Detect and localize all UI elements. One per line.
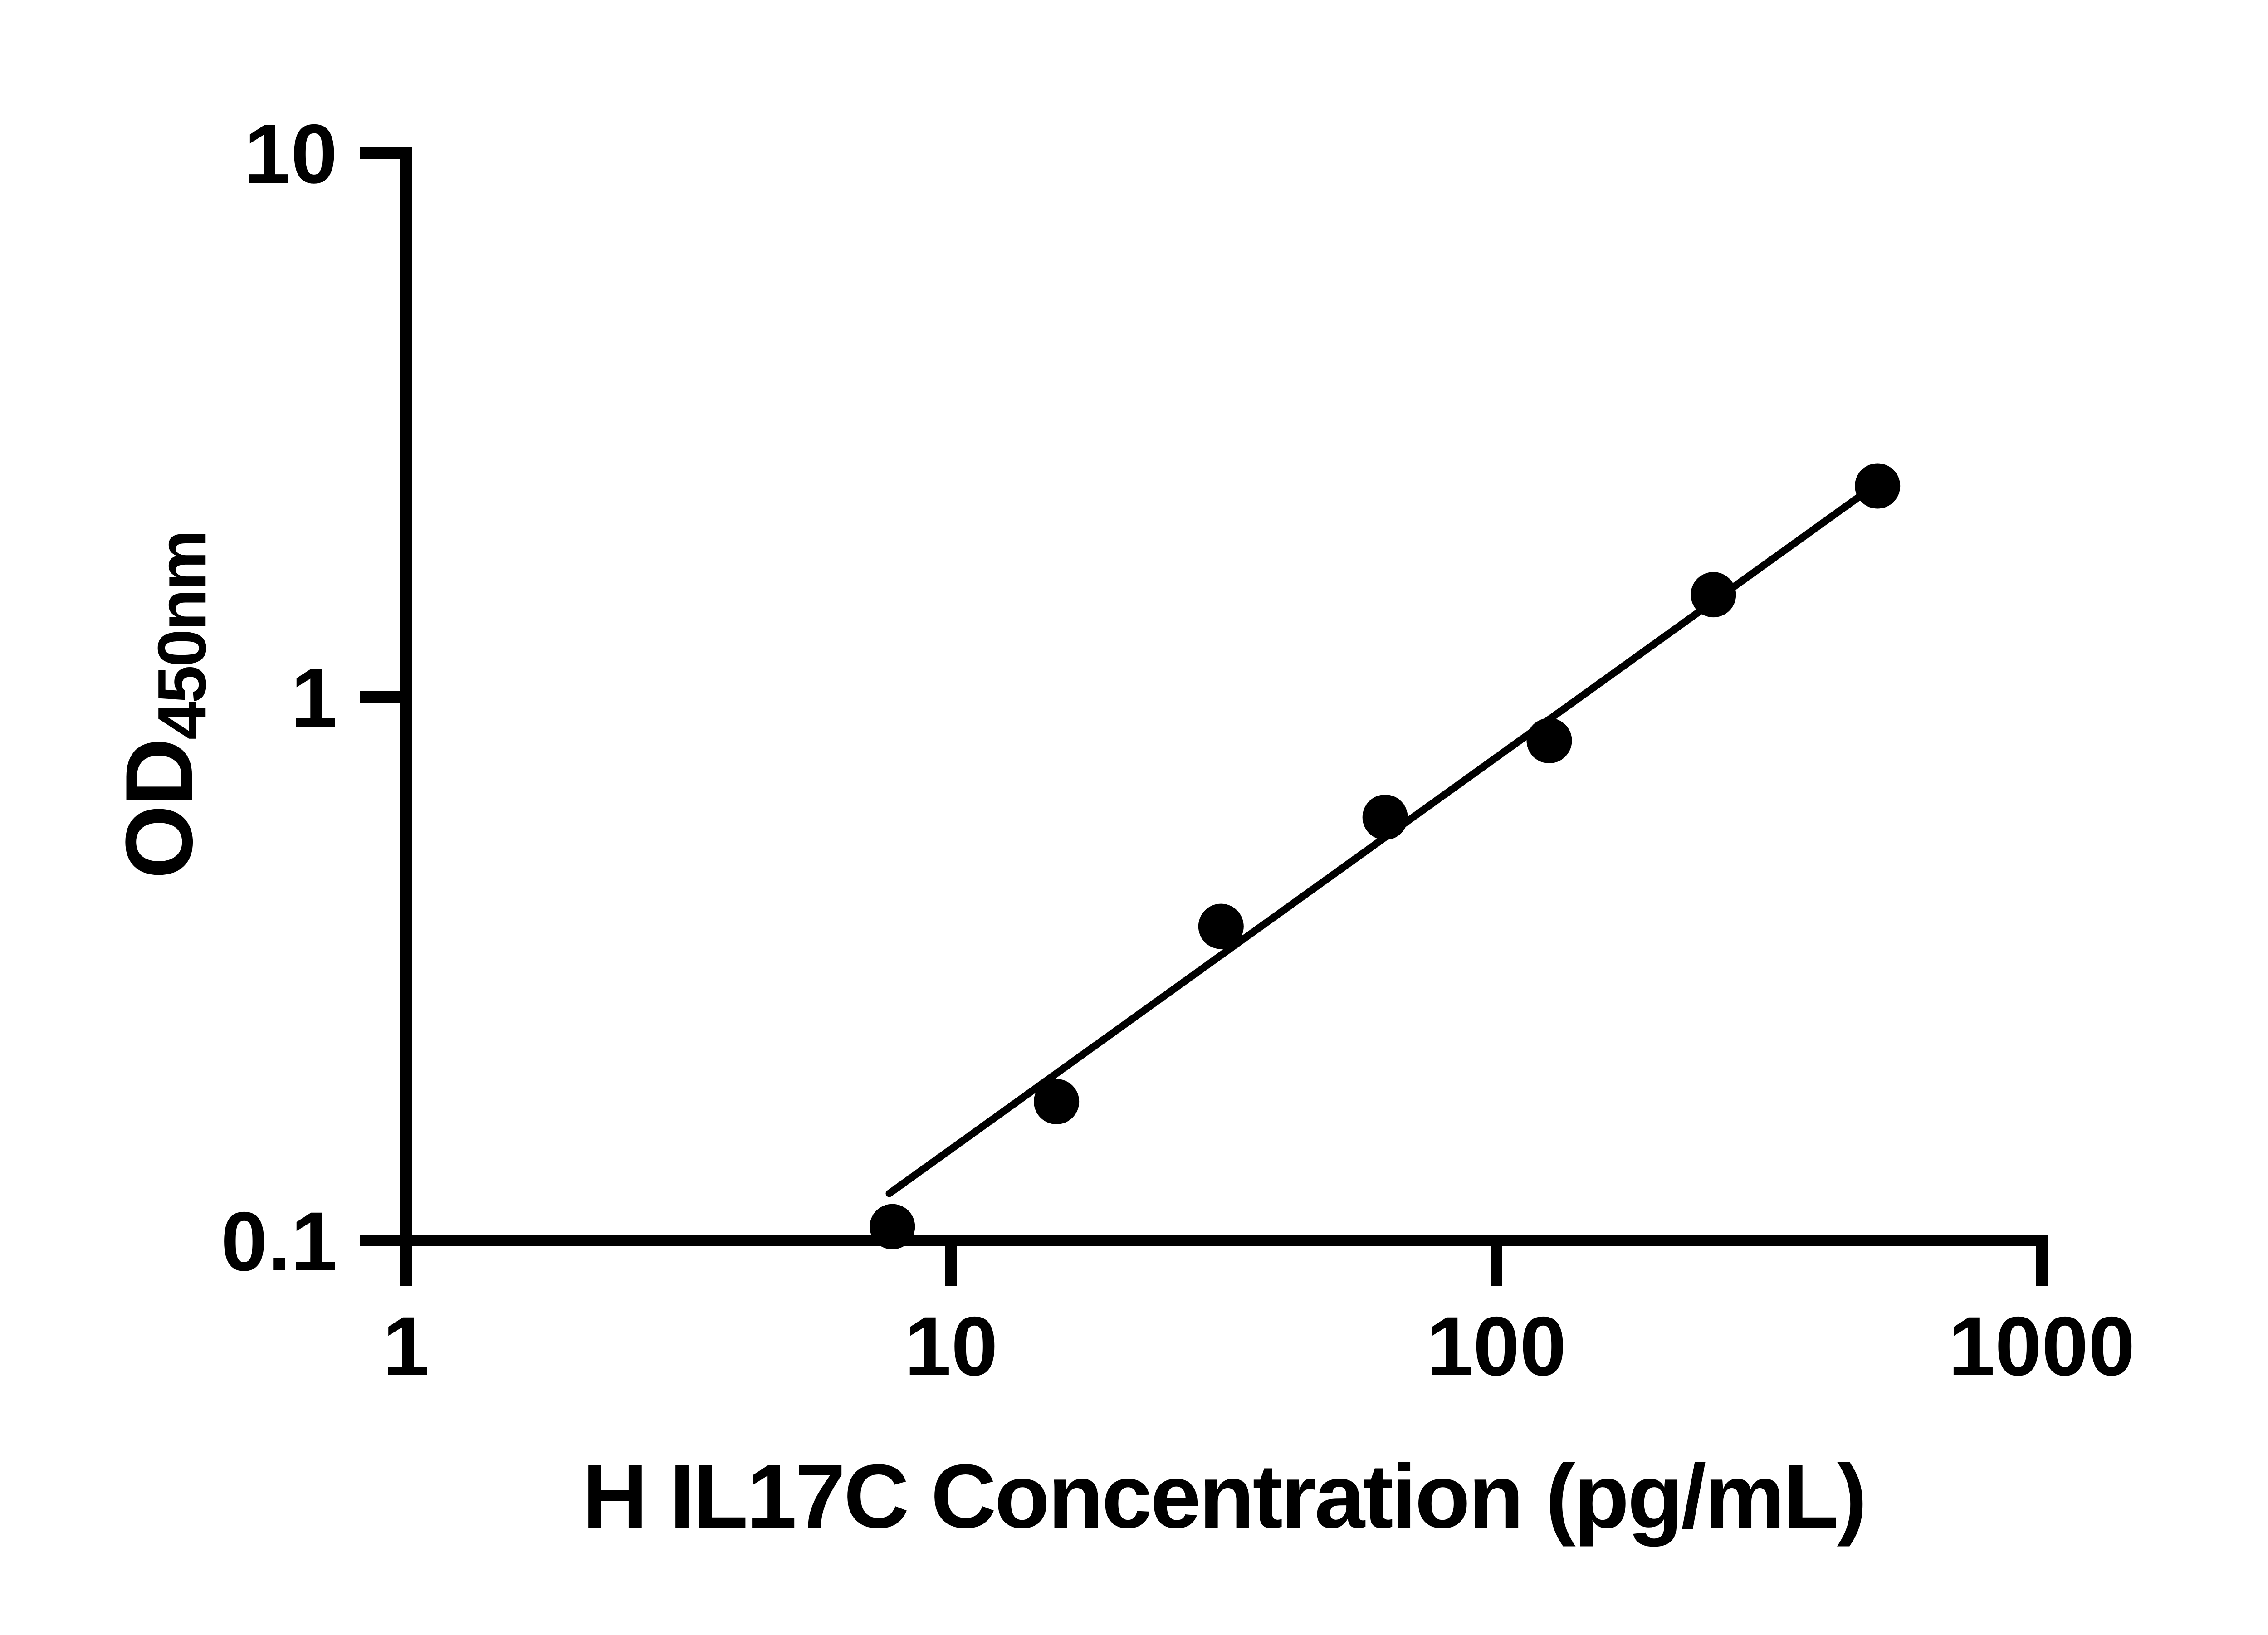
- x-tick-label: 1: [383, 1300, 430, 1393]
- y-axis-title-subscript: 450nm: [144, 531, 221, 740]
- y-tick-label: 10: [244, 107, 337, 201]
- x-axis-line: [360, 1235, 2048, 1246]
- axes: [360, 147, 2048, 1286]
- x-tick-label: 100: [1427, 1300, 1567, 1393]
- y-tick-label: 1: [291, 651, 337, 745]
- y-tick-label: 0.1: [221, 1195, 337, 1288]
- tick-labels: 10 1 0.1 1 10 100 1000: [221, 107, 2135, 1393]
- x-tick: [945, 1246, 957, 1286]
- y-axis-title-main: OD: [106, 740, 212, 879]
- y-axis-line: [400, 147, 412, 1286]
- data-point: [1855, 463, 1901, 509]
- x-axis-title: H IL17C Concentration (pg/mL): [582, 1446, 1867, 1547]
- data-points-group: [870, 463, 1901, 1249]
- x-tick-label: 1000: [1948, 1300, 2135, 1393]
- data-point: [1526, 718, 1572, 764]
- tick-marks: [360, 147, 2048, 1286]
- data-point: [1362, 794, 1408, 840]
- y-axis-title: OD450nm: [98, 252, 220, 1159]
- data-point: [870, 1204, 915, 1249]
- data-point: [1691, 572, 1736, 618]
- y-tick: [360, 691, 400, 703]
- x-tick: [1491, 1246, 1502, 1286]
- data-point: [1034, 1079, 1080, 1124]
- y-tick: [360, 1235, 400, 1246]
- x-tick: [2036, 1246, 2048, 1286]
- y-tick: [360, 147, 400, 159]
- data-point: [1198, 903, 1244, 949]
- x-tick: [400, 1246, 412, 1286]
- x-tick-label: 10: [904, 1300, 998, 1393]
